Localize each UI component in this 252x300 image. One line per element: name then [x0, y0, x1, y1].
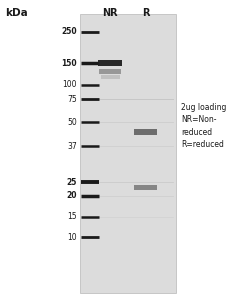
Bar [134, 185, 156, 190]
Text: 75: 75 [67, 94, 77, 103]
Text: 2ug loading
NR=Non-
reduced
R=reduced: 2ug loading NR=Non- reduced R=reduced [180, 103, 225, 149]
Bar [98, 60, 122, 66]
Text: 37: 37 [67, 142, 77, 151]
Text: 25: 25 [67, 178, 77, 187]
Text: 15: 15 [67, 212, 77, 221]
Bar [79, 14, 175, 292]
Text: 250: 250 [61, 27, 77, 36]
Text: 150: 150 [61, 58, 77, 68]
Text: NR: NR [102, 8, 117, 17]
Bar [100, 75, 119, 79]
Text: kDa: kDa [5, 8, 28, 17]
Bar [134, 129, 156, 135]
Text: 10: 10 [67, 232, 77, 242]
Text: R: R [141, 8, 149, 17]
Text: 100: 100 [62, 80, 77, 89]
Text: 50: 50 [67, 118, 77, 127]
Bar [99, 69, 120, 74]
Text: 20: 20 [66, 191, 77, 200]
